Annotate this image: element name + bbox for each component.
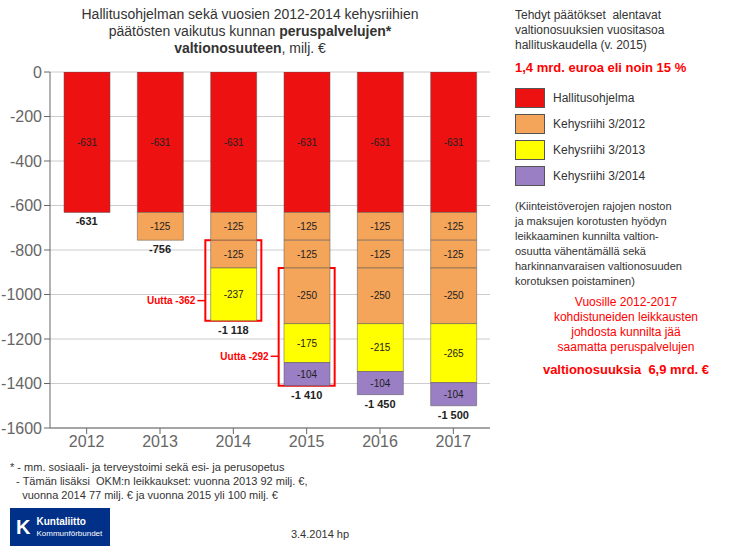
html-text:kohdistuneiden leikkausten: kohdistuneiden leikkausten [553, 310, 698, 324]
svg-text:-756: -756 [149, 243, 171, 255]
svg-text:-1400: -1400 [8, 375, 42, 392]
svg-text:-250: -250 [370, 290, 390, 301]
html-text:korotuksen poistaminen): korotuksen poistaminen) [515, 275, 635, 287]
svg-text:2015: 2015 [289, 433, 325, 450]
svg-text:2017: 2017 [436, 433, 472, 450]
svg-text:-631: -631 [444, 137, 464, 148]
html-text:harkinnanvaraisen valtionosuud: harkinnanvaraisen valtionosuuden [515, 260, 682, 272]
svg-text:2012: 2012 [69, 433, 105, 450]
svg-text:-125: -125 [370, 221, 390, 232]
html-text:vuonna 2014 77 milj. € ja vuon: vuonna 2014 77 milj. € ja vuonna 2015 yl… [10, 489, 278, 501]
svg-text:-631: -631 [370, 137, 390, 148]
svg-text:-1 410: -1 410 [291, 389, 322, 401]
html-text:Kehysriihi 3/2014: Kehysriihi 3/2014 [553, 169, 646, 183]
svg-text:2016: 2016 [362, 433, 398, 450]
svg-text:-250: -250 [297, 290, 317, 301]
svg-text:-631: -631 [297, 137, 317, 148]
html-text:3.4.2014 hp: 3.4.2014 hp [290, 528, 350, 540]
svg-text:-125: -125 [444, 221, 464, 232]
html-text:valtionosuuksien vuositasoa: valtionosuuksien vuositasoa [515, 23, 665, 37]
svg-text:-1000: -1000 [8, 286, 42, 303]
svg-text:-125: -125 [444, 249, 464, 260]
svg-text:-215: -215 [370, 342, 390, 353]
html-text:saamatta peruspalvelujen: saamatta peruspalvelujen [557, 340, 695, 354]
svg-text:-104: -104 [444, 389, 464, 400]
svg-text:-125: -125 [297, 249, 317, 260]
html-text:valtionosuuksia 6,9 mrd. €: valtionosuuksia 6,9 mrd. € [542, 362, 710, 377]
html-text:valtionosuuteen, milj. €: valtionosuuteen, milj. € [174, 40, 326, 56]
svg-text:-1 118: -1 118 [218, 324, 249, 336]
html-text:Kehysriihi 3/2012: Kehysriihi 3/2012 [553, 117, 646, 131]
svg-text:-600: -600 [10, 197, 42, 214]
svg-text:-250: -250 [444, 290, 464, 301]
svg-text:Uutta -292: Uutta -292 [220, 351, 269, 362]
svg-text:-237: -237 [224, 289, 244, 300]
svg-text:-175: -175 [297, 338, 317, 349]
html-text:Hallitusohjelman sekä vuosien: Hallitusohjelman sekä vuosien 2012-2014 … [81, 6, 419, 22]
svg-text:-800: -800 [10, 242, 42, 259]
svg-text:-125: -125 [297, 221, 317, 232]
svg-text:-1200: -1200 [8, 331, 42, 348]
html-text:Hallitusohjelma: Hallitusohjelma [553, 91, 635, 105]
svg-text:-200: -200 [10, 108, 42, 125]
html-text:johdosta kunnilta jää: johdosta kunnilta jää [571, 325, 681, 339]
svg-text:-631: -631 [150, 137, 170, 148]
svg-text:-631: -631 [224, 137, 244, 148]
html-text:osuutta vähentämällä sekä: osuutta vähentämällä sekä [515, 245, 646, 257]
svg-text:-265: -265 [444, 348, 464, 359]
html-text:Kehysriihi 3/2013: Kehysriihi 3/2013 [553, 143, 646, 157]
svg-text:-1 450: -1 450 [364, 398, 395, 410]
html-text:(Kiinteistöverojen rajojen nos: (Kiinteistöverojen rajojen noston [515, 200, 672, 212]
svg-text:-125: -125 [150, 221, 170, 232]
html-text:Tehdyt päätökset alentavat: Tehdyt päätökset alentavat [515, 8, 662, 22]
svg-text:0: 0 [33, 64, 42, 81]
svg-text:-1 500: -1 500 [438, 409, 469, 421]
svg-text:-125: -125 [224, 221, 244, 232]
html-text:- Tämän lisäksi OKM:n leikkauk: - Tämän lisäksi OKM:n leikkaukset: vuonn… [10, 475, 308, 487]
svg-text:2014: 2014 [216, 433, 252, 450]
svg-text:-125: -125 [370, 249, 390, 260]
html-text:* - mm. sosiaali- ja terveysto: * - mm. sosiaali- ja terveystoimi sekä e… [10, 461, 285, 473]
html-text:ja maksujen korotusten hyödyn: ja maksujen korotusten hyödyn [515, 215, 667, 227]
svg-text:-400: -400 [10, 153, 42, 170]
html-text:hallituskaudella (v. 2015): hallituskaudella (v. 2015) [515, 38, 647, 52]
svg-text:-631: -631 [77, 137, 97, 148]
svg-text:-104: -104 [370, 378, 390, 389]
svg-text:-125: -125 [224, 249, 244, 260]
html-text:Vuosille 2012-2017: Vuosille 2012-2017 [574, 295, 678, 309]
html-text:Kommunförbundet: Kommunförbundet [36, 528, 103, 538]
html-text:leikkaaminen kunnilta valtion-: leikkaaminen kunnilta valtion- [515, 230, 659, 242]
svg-text:2013: 2013 [142, 433, 178, 450]
svg-text:-631: -631 [76, 215, 98, 227]
html-text:K Kuntaliitto: K Kuntaliitto [16, 515, 86, 538]
svg-text:-1600: -1600 [8, 420, 42, 437]
svg-text:-104: -104 [297, 369, 317, 380]
html-text:päätösten vaikutus kunnan peru: päätösten vaikutus kunnan peruspalveluje… [108, 23, 392, 39]
svg-text:Uutta -362: Uutta -362 [147, 295, 196, 306]
html-text:1,4 mrd. euroa eli noin 15 %: 1,4 mrd. euroa eli noin 15 % [515, 60, 687, 75]
